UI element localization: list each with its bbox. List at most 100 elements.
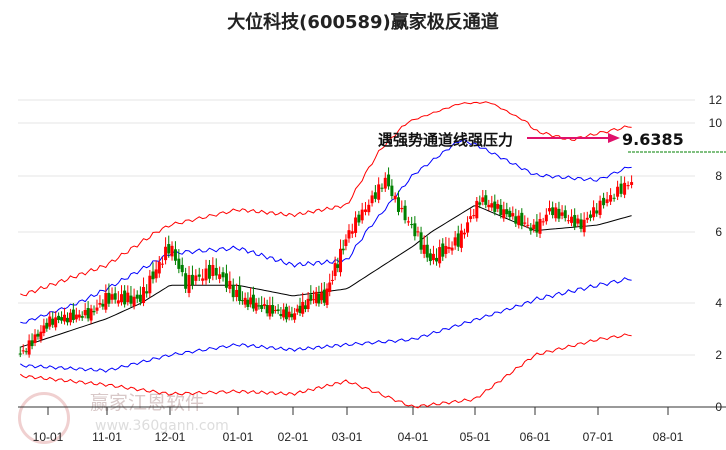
candle bbox=[33, 334, 37, 343]
candle bbox=[110, 294, 114, 300]
candle bbox=[493, 201, 497, 212]
candle bbox=[481, 197, 485, 202]
candle bbox=[419, 232, 423, 250]
candle bbox=[243, 297, 247, 305]
candle bbox=[431, 253, 435, 261]
candle bbox=[265, 304, 269, 314]
candle bbox=[554, 207, 558, 219]
candle bbox=[462, 232, 466, 235]
candle bbox=[441, 243, 445, 257]
candle bbox=[499, 204, 503, 216]
candle bbox=[416, 231, 420, 233]
candle bbox=[312, 299, 316, 301]
candle bbox=[547, 208, 551, 212]
candle bbox=[573, 215, 577, 227]
candle bbox=[328, 282, 332, 292]
candle bbox=[456, 233, 460, 247]
candle bbox=[487, 204, 491, 208]
arrow-head-icon bbox=[608, 133, 620, 143]
candle bbox=[582, 219, 586, 233]
candle bbox=[444, 245, 448, 254]
candle bbox=[262, 304, 266, 307]
candle bbox=[132, 296, 136, 307]
candle bbox=[383, 177, 387, 189]
candle bbox=[180, 264, 184, 273]
x-tick-label: 08-01 bbox=[653, 430, 684, 444]
candle bbox=[532, 224, 536, 230]
candle bbox=[92, 311, 96, 313]
candle bbox=[145, 291, 149, 294]
candle bbox=[626, 185, 630, 187]
candle bbox=[240, 300, 244, 302]
candle bbox=[579, 219, 583, 229]
candle bbox=[246, 299, 250, 307]
blue-lower-line bbox=[20, 277, 632, 373]
candle bbox=[107, 292, 111, 304]
candle bbox=[466, 222, 470, 233]
candle bbox=[333, 263, 337, 277]
candle bbox=[231, 285, 235, 298]
candle bbox=[170, 245, 174, 257]
candle bbox=[317, 293, 321, 304]
candle bbox=[380, 187, 384, 189]
x-tick-label: 07-01 bbox=[583, 430, 614, 444]
candle bbox=[469, 216, 473, 220]
candle bbox=[282, 309, 286, 318]
candle bbox=[529, 227, 533, 231]
candle bbox=[279, 313, 283, 317]
candle bbox=[301, 301, 305, 314]
x-tick-label: 01-01 bbox=[223, 430, 254, 444]
candle bbox=[154, 269, 158, 279]
candle bbox=[541, 221, 545, 223]
candle bbox=[566, 220, 570, 222]
candle bbox=[138, 294, 142, 302]
candle bbox=[57, 315, 61, 321]
candle bbox=[116, 300, 120, 304]
candle bbox=[406, 221, 410, 223]
candle bbox=[71, 309, 75, 320]
candle bbox=[320, 292, 324, 301]
candle bbox=[164, 246, 168, 261]
candle bbox=[86, 308, 90, 319]
candle bbox=[201, 278, 205, 281]
candle bbox=[214, 267, 218, 276]
x-tick-label: 11-01 bbox=[92, 430, 122, 444]
candle bbox=[254, 302, 258, 311]
candle bbox=[268, 305, 272, 317]
candle bbox=[508, 210, 512, 218]
x-tick-label: 06-01 bbox=[520, 430, 551, 444]
candle bbox=[592, 207, 596, 218]
candle bbox=[129, 295, 133, 304]
candle bbox=[276, 309, 280, 312]
candle bbox=[221, 272, 225, 278]
candle bbox=[609, 195, 613, 202]
candle bbox=[570, 216, 574, 223]
candle bbox=[438, 247, 442, 264]
candle bbox=[21, 350, 25, 352]
candle bbox=[387, 174, 391, 187]
candle bbox=[490, 203, 494, 208]
candle bbox=[273, 310, 277, 312]
candle bbox=[363, 209, 367, 212]
candle bbox=[30, 340, 34, 347]
y-tick-label: 12 bbox=[709, 93, 723, 107]
candle bbox=[54, 317, 58, 328]
candle bbox=[80, 315, 84, 318]
candle bbox=[526, 224, 530, 226]
candle bbox=[453, 237, 457, 246]
candle bbox=[177, 258, 181, 269]
candle bbox=[249, 297, 253, 305]
candle bbox=[557, 208, 561, 219]
candle bbox=[135, 294, 139, 299]
watermark-url: www.360gann.com bbox=[95, 418, 229, 434]
candle bbox=[428, 253, 432, 262]
y-tick-label: 8 bbox=[715, 169, 722, 183]
candle bbox=[167, 244, 171, 254]
candle bbox=[616, 186, 620, 197]
candle bbox=[602, 197, 606, 206]
candle bbox=[354, 217, 358, 233]
candle bbox=[598, 200, 602, 215]
candle bbox=[207, 264, 211, 279]
blue-upper-line bbox=[20, 139, 632, 324]
x-tick-label: 02-01 bbox=[278, 430, 309, 444]
